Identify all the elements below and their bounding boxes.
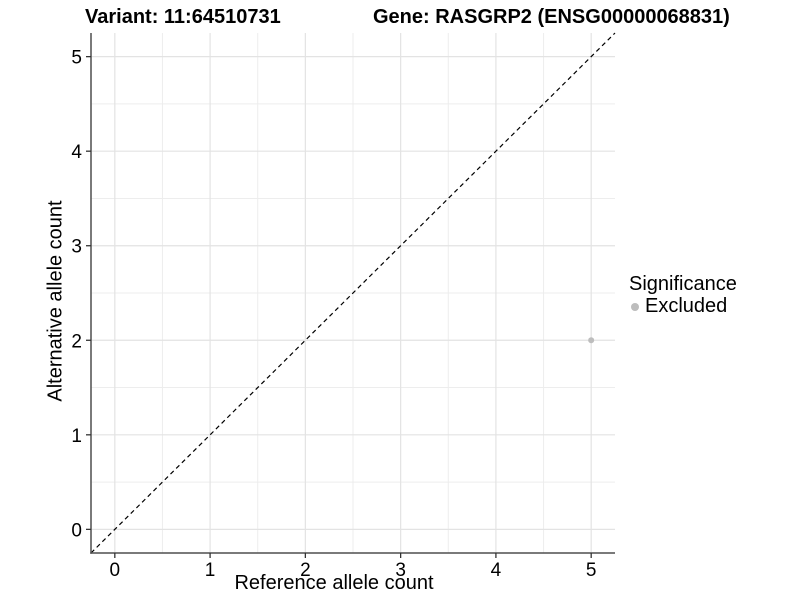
x-tick-label: 3	[395, 560, 406, 581]
y-tick-label: 1	[71, 426, 82, 447]
legend: Significance Excluded	[629, 273, 737, 318]
plot-title-gene: Gene: RASGRP2 (ENSG00000068831)	[373, 6, 730, 28]
legend-item-label: Excluded	[645, 295, 728, 317]
legend-item-excluded: Excluded	[631, 295, 737, 318]
legend-title: Significance	[629, 273, 737, 295]
y-tick-label: 2	[71, 331, 82, 352]
y-tick-label: 5	[71, 48, 82, 69]
data-point	[588, 337, 595, 344]
x-tick-label: 4	[491, 560, 502, 581]
x-tick-label: 5	[586, 560, 597, 581]
y-axis-label: Alternative allele count	[44, 200, 67, 402]
x-tick-label: 1	[205, 560, 216, 581]
plot-title-variant: Variant: 11:64510731	[85, 6, 281, 28]
identity-line	[90, 32, 616, 554]
y-tick-label: 0	[71, 520, 82, 541]
x-axis-label: Reference allele count	[234, 572, 434, 594]
x-tick-label: 2	[300, 560, 311, 581]
x-tick-label: 0	[110, 560, 121, 581]
excluded-point-icon	[631, 302, 639, 311]
y-tick-label: 4	[71, 142, 82, 163]
y-tick-label: 3	[71, 237, 82, 258]
